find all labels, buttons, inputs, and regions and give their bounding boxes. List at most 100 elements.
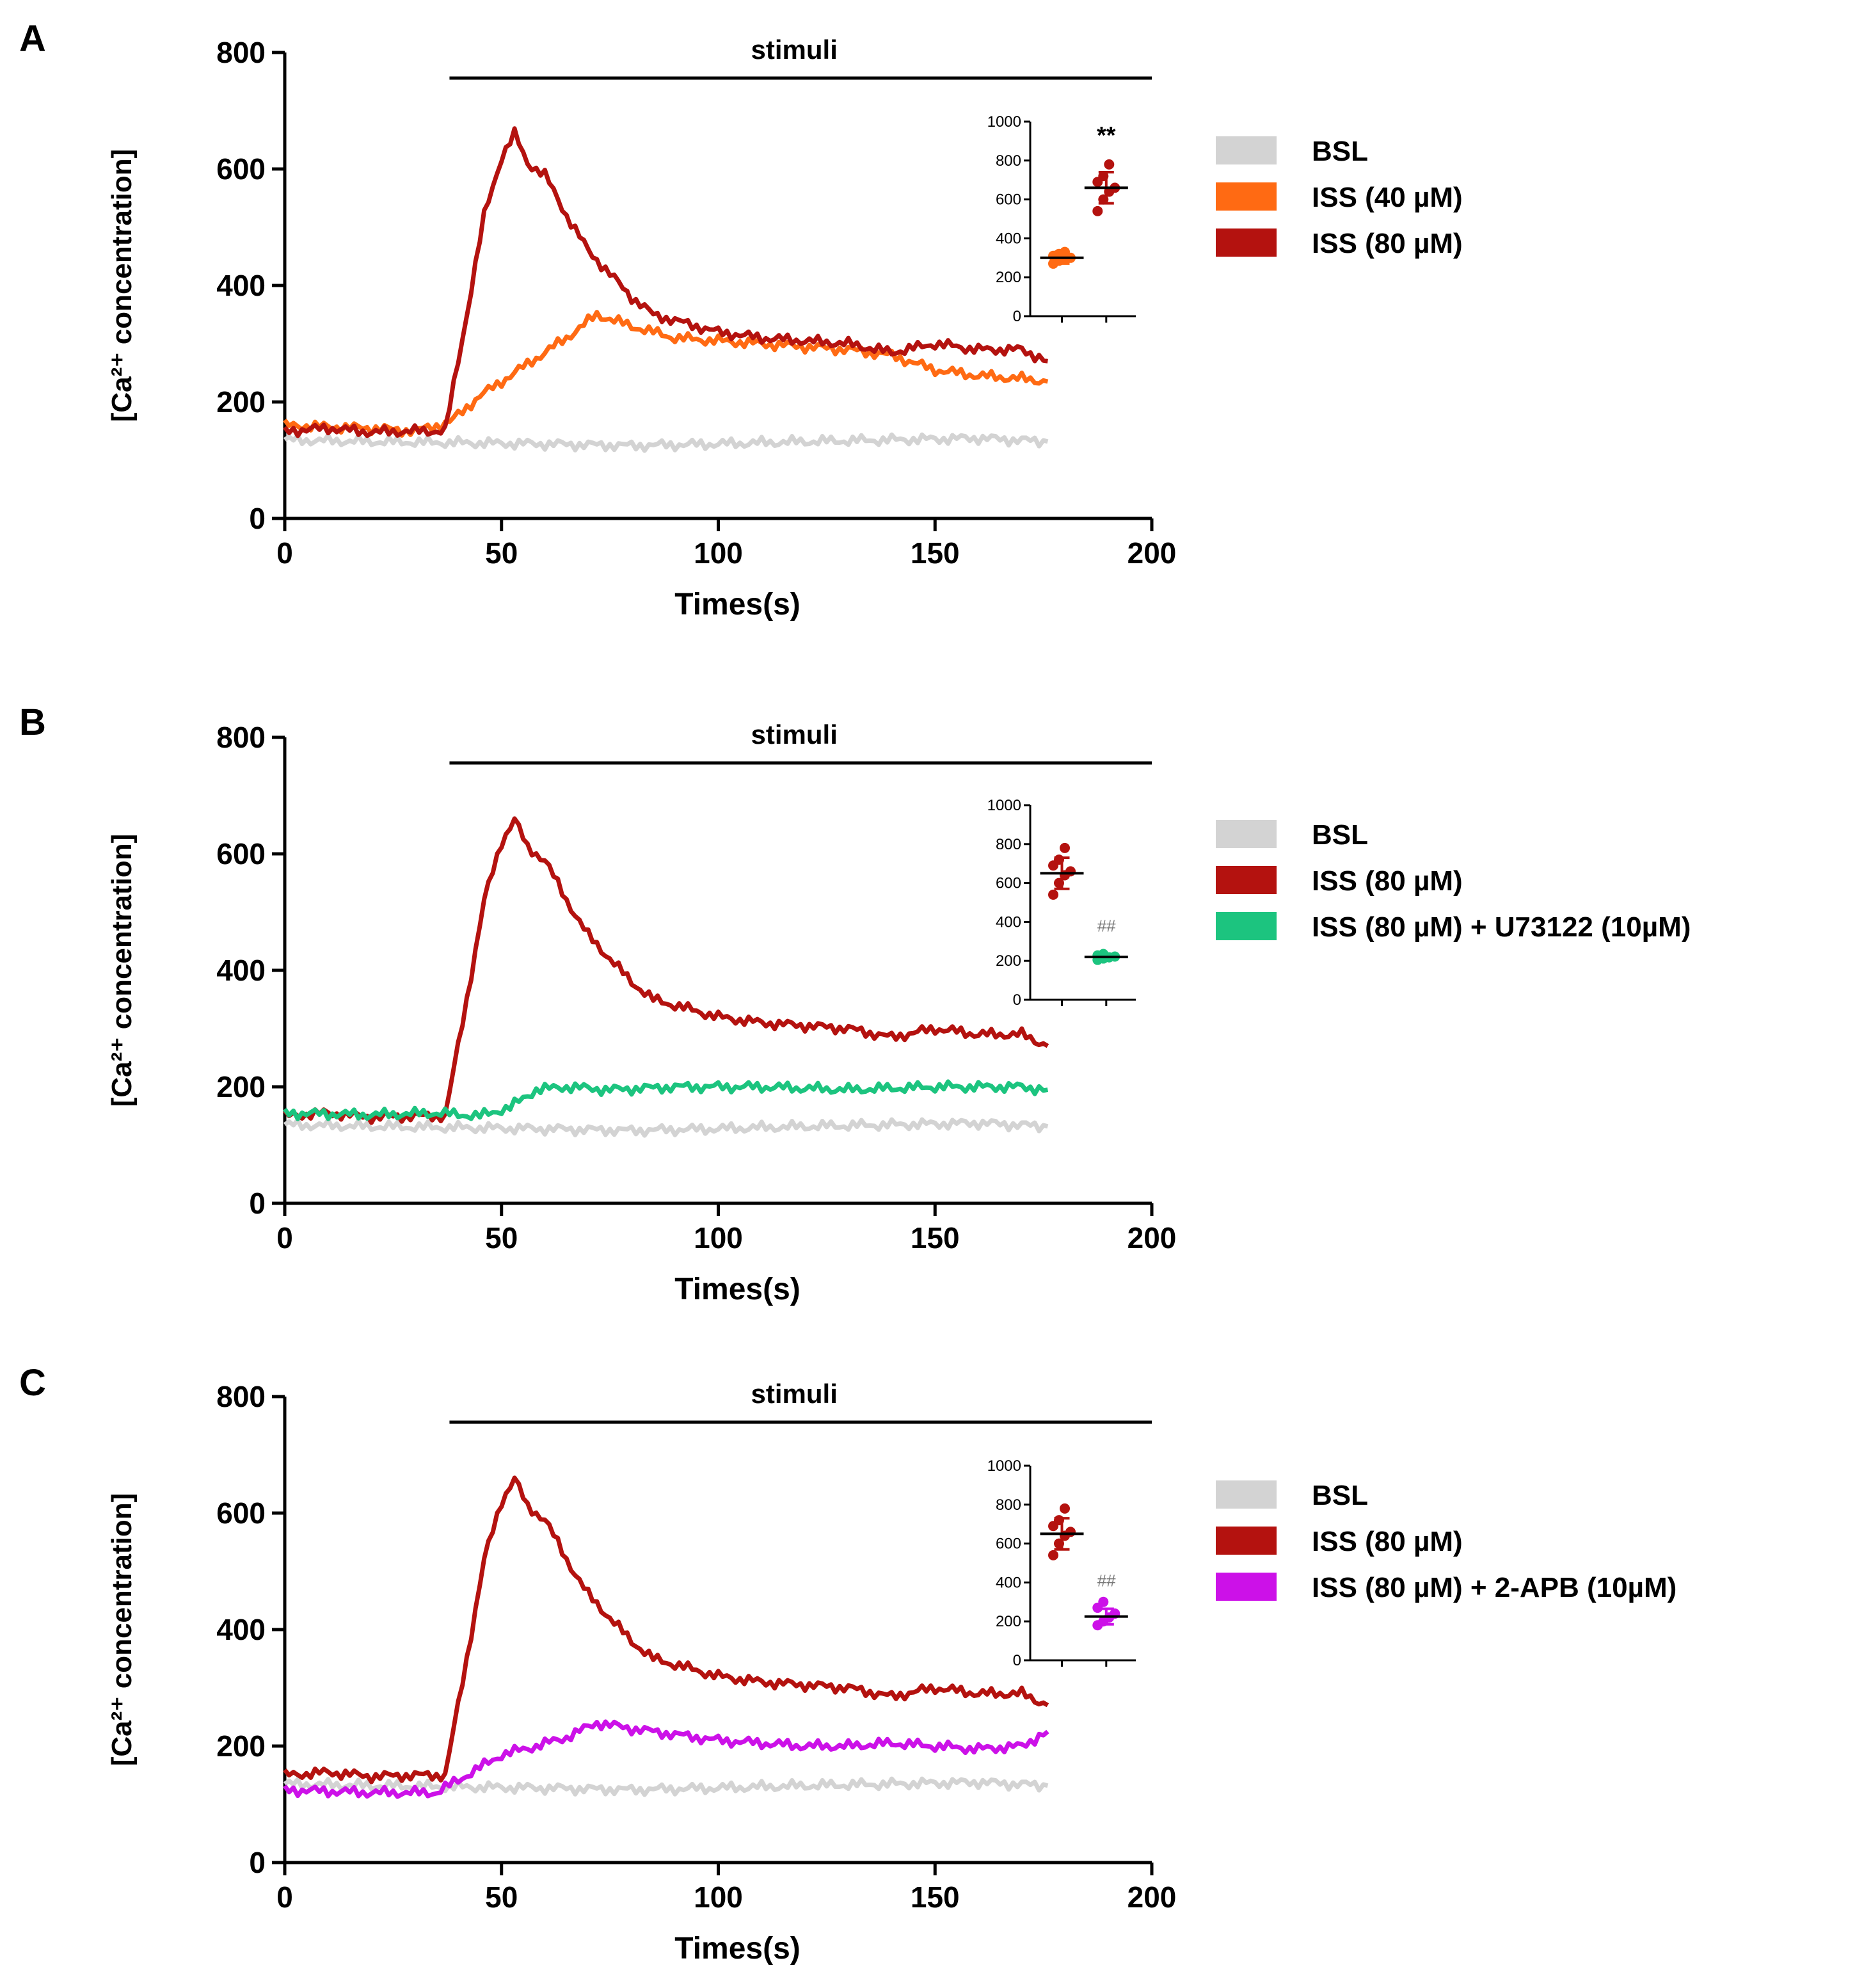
inset-point	[1104, 159, 1115, 170]
inset-y-tick-label: 1000	[987, 113, 1021, 131]
x-tick-label: 200	[1127, 1221, 1177, 1255]
panel-a: A 0 200 400 600 800 0 50 100 150 200 Times(s) [Ca²⁺ …	[19, 18, 1463, 621]
y-tick-label: 600	[216, 837, 266, 870]
x-axis-label: Times(s)	[674, 1272, 801, 1306]
x-tick-label: 100	[694, 1221, 743, 1255]
series-line-bsl	[283, 432, 1049, 453]
legend-label: ISS (80 µM)	[1312, 1526, 1463, 1557]
inset-y-tick-label: 600	[996, 191, 1021, 209]
x-tick-label: 200	[1127, 536, 1177, 570]
y-tick-label: 400	[216, 1613, 266, 1646]
inset-y-tick-label: 0	[1013, 991, 1021, 1009]
inset-y-tick-label: 600	[996, 875, 1021, 892]
inset-y-tick-label: 0	[1013, 308, 1021, 325]
y-tick-label: 800	[216, 36, 266, 69]
y-tick-label: 0	[249, 1187, 266, 1220]
inset-significance: **	[1097, 122, 1116, 149]
panel-b: B 0 200 400 600 800 0 50 100 150 200 Times(s) [Ca²⁺ …	[19, 701, 1691, 1306]
inset-chart: 0 200 400 600 800 1000 ##	[987, 797, 1136, 1009]
y-tick-label: 200	[216, 385, 266, 419]
y-axis-label: [Ca²⁺ concentration]	[106, 1493, 138, 1767]
inset-y-tick-label: 800	[996, 1496, 1021, 1514]
y-tick-label: 800	[216, 721, 266, 754]
y-tick-label: 0	[249, 1846, 266, 1879]
inset-y-tick-label: 400	[996, 1574, 1021, 1591]
inset-chart: 0 200 400 600 800 1000 **	[987, 113, 1136, 325]
series-line-bsl	[283, 1776, 1049, 1797]
legend-swatch	[1216, 228, 1277, 257]
y-tick-label: 800	[216, 1380, 266, 1413]
y-tick-label: 200	[216, 1070, 266, 1103]
inset-point	[1098, 1596, 1109, 1607]
x-tick-label: 0	[276, 1880, 293, 1914]
legend-label: ISS (80 µM) + U73122 (10µM)	[1312, 911, 1691, 943]
inset-y-tick-label: 0	[1013, 1652, 1021, 1669]
panel-letter: C	[19, 1362, 46, 1404]
legend-label: BSL	[1312, 819, 1368, 851]
x-tick-label: 100	[694, 536, 743, 570]
x-axis-label: Times(s)	[674, 588, 801, 621]
legend-swatch	[1216, 820, 1277, 848]
legend-swatch	[1216, 182, 1277, 211]
inset-point	[1092, 205, 1103, 216]
y-tick-label: 600	[216, 152, 266, 186]
x-tick-label: 50	[485, 1221, 518, 1255]
inset-y-tick-label: 200	[996, 269, 1021, 286]
legend-swatch	[1216, 1527, 1277, 1555]
y-tick-label: 200	[216, 1729, 266, 1763]
x-tick-label: 150	[911, 1880, 960, 1914]
panel-letter: A	[19, 18, 46, 60]
y-tick-label: 0	[249, 502, 266, 535]
x-tick-label: 100	[694, 1880, 743, 1914]
series-line-iss-80-m-	[283, 1475, 1049, 1784]
inset-y-tick-label: 1000	[987, 797, 1021, 814]
legend-swatch	[1216, 136, 1277, 164]
inset-y-tick-label: 200	[996, 952, 1021, 970]
panel-letter: B	[19, 701, 46, 743]
series-line-bsl	[283, 1117, 1049, 1138]
inset-point	[1060, 1503, 1070, 1514]
y-tick-label: 600	[216, 1496, 266, 1530]
y-axis-label: [Ca²⁺ concentration]	[106, 834, 138, 1107]
stimulus-label: stimuli	[751, 1379, 838, 1409]
inset-y-tick-label: 1000	[987, 1457, 1021, 1475]
x-tick-label: 0	[276, 1221, 293, 1255]
inset-point	[1065, 866, 1076, 877]
inset-point	[1048, 889, 1058, 900]
legend-label: BSL	[1312, 136, 1368, 167]
legend-swatch	[1216, 1480, 1277, 1509]
x-axis-label: Times(s)	[674, 1932, 801, 1966]
legend-swatch	[1216, 1573, 1277, 1601]
legend-label: ISS (80 µM) + 2-APB (10µM)	[1312, 1572, 1677, 1603]
inset-y-tick-label: 200	[996, 1613, 1021, 1630]
inset-y-tick-label: 400	[996, 230, 1021, 247]
y-tick-label: 400	[216, 954, 266, 987]
x-tick-label: 0	[276, 536, 293, 570]
inset-y-tick-label: 400	[996, 913, 1021, 931]
inset-chart: 0 200 400 600 800 1000 ##	[987, 1457, 1136, 1669]
series-line-iss-40-m-	[283, 310, 1049, 438]
stimulus-label: stimuli	[751, 719, 838, 750]
y-axis-label: [Ca²⁺ concentration]	[106, 149, 138, 422]
legend-label: BSL	[1312, 1480, 1368, 1511]
legend-swatch	[1216, 912, 1277, 940]
legend-label: ISS (80 µM)	[1312, 865, 1463, 897]
legend-swatch	[1216, 866, 1277, 894]
stimulus-label: stimuli	[751, 35, 838, 65]
legend-label: ISS (40 µM)	[1312, 182, 1463, 213]
inset-y-tick-label: 600	[996, 1535, 1021, 1553]
inset-point	[1065, 1527, 1076, 1537]
inset-significance: ##	[1097, 917, 1115, 936]
x-tick-label: 150	[911, 536, 960, 570]
x-tick-label: 200	[1127, 1880, 1177, 1914]
series-line-iss-80-m-	[283, 126, 1048, 438]
inset-y-tick-label: 800	[996, 152, 1021, 170]
x-tick-label: 50	[485, 536, 518, 570]
panel-c: C 0 200 400 600 800 0 50 100 150 200 Times(s) [Ca²⁺ …	[19, 1362, 1677, 1966]
inset-significance: ##	[1097, 1571, 1115, 1590]
x-tick-label: 150	[911, 1221, 960, 1255]
y-tick-label: 400	[216, 269, 266, 302]
x-tick-label: 50	[485, 1880, 518, 1914]
inset-point	[1048, 1550, 1058, 1560]
